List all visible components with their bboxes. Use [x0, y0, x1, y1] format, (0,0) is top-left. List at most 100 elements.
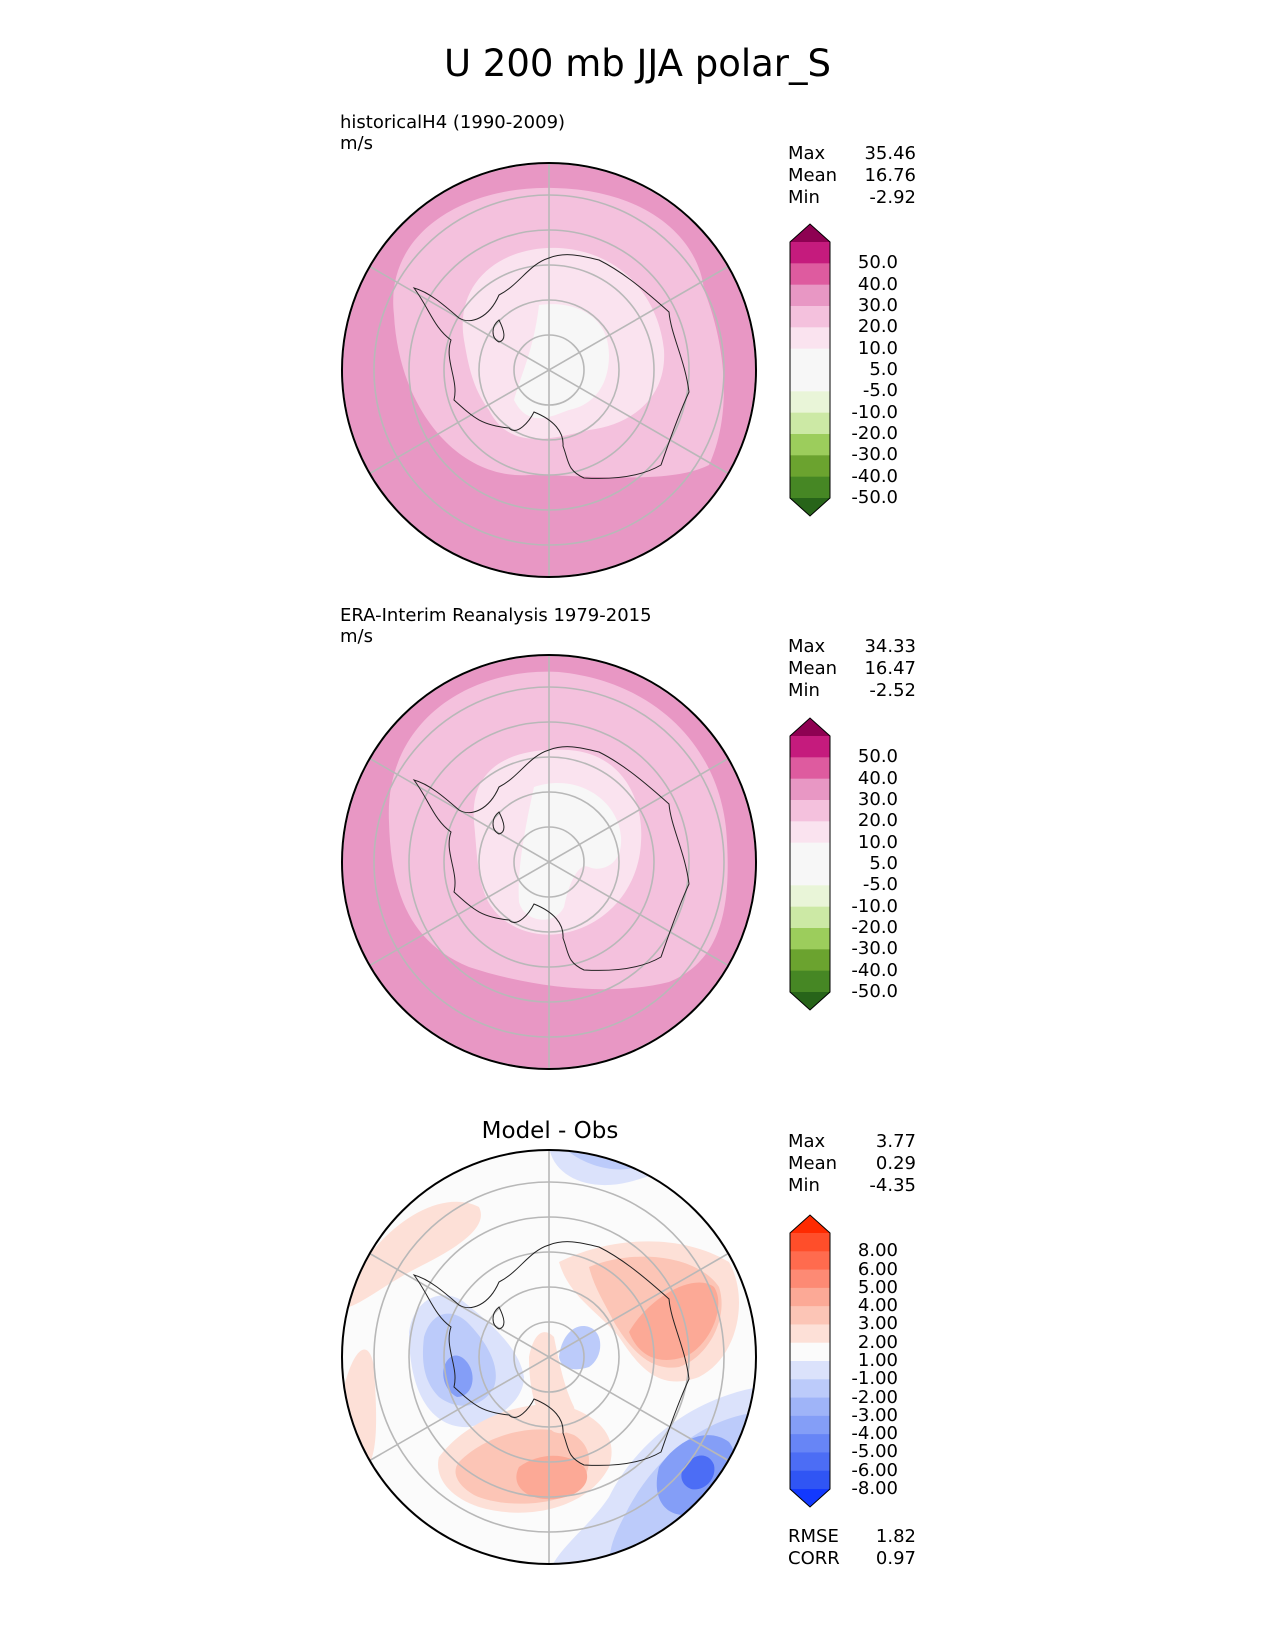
- stat-label: Mean: [788, 1153, 838, 1174]
- colorbar-tick-label: 3.00: [857, 1313, 898, 1335]
- colorbar-outline: [789, 1214, 831, 1508]
- stat-label: Min: [788, 187, 820, 208]
- colorbar-segment: [790, 928, 830, 950]
- obs-polar-map: [341, 654, 757, 1070]
- colorbar-segment: [790, 1379, 830, 1399]
- colorbar-segment: [790, 778, 830, 801]
- contour-fill-pos-1: [529, 1332, 576, 1434]
- antarctica-coastline: [412, 746, 690, 971]
- stat-value: 0.29: [875, 1153, 916, 1174]
- map-boundary: [341, 162, 757, 578]
- colorbar-extend-max: [790, 224, 830, 242]
- colorbar-extend-min: [790, 498, 830, 516]
- colorbar-tick-label: 5.0: [869, 359, 898, 380]
- model-units-label: m/s: [340, 133, 373, 154]
- colorbar-tick-label: 5.00: [857, 1276, 898, 1298]
- stat-label: Min: [788, 1175, 820, 1196]
- colorbar-tick-label: 30.0: [857, 789, 898, 810]
- colorbar-outline: [789, 223, 831, 517]
- obs-colorbar: [789, 717, 831, 1011]
- graticule: [370, 1151, 728, 1563]
- colorbar-tick-label: -50.0: [851, 981, 898, 1002]
- colorbar-segment: [790, 1269, 830, 1289]
- diff-metrics: RMSE 1.82 CORR 0.97: [788, 1526, 916, 1570]
- antarctica-coastline: [412, 254, 690, 479]
- model-dataset-label: historicalH4 (1990-2009): [340, 112, 566, 133]
- colorbar-tick-label: 10.0: [857, 337, 898, 359]
- colorbar-segment: [790, 1361, 830, 1380]
- colorbar-tick-label: -40.0: [851, 465, 898, 487]
- diff-panel-heading: Model - Obs: [481, 1118, 619, 1144]
- contour-fill-neg-6: [681, 1455, 715, 1490]
- colorbar-tick-label: -3.00: [851, 1404, 898, 1426]
- colorbar-tick-label: -10.0: [851, 895, 898, 917]
- colorbar-segment: [790, 864, 830, 886]
- diff-stats: Max 3.77 Mean 0.29 Min -4.35: [788, 1131, 916, 1197]
- contour-fill-neg-4: [443, 1355, 473, 1397]
- contour-fill-near-zero: [514, 304, 609, 419]
- stat-value: -4.35: [869, 1175, 916, 1196]
- colorbar-tick-label: -20.0: [851, 423, 898, 444]
- colorbar-segment: [790, 757, 830, 780]
- colorbar-segment: [790, 800, 830, 822]
- colorbar-tick-label: 2.00: [857, 1331, 898, 1353]
- colorbar-segment: [790, 391, 830, 414]
- colorbar-tick-label: -5.0: [862, 874, 898, 896]
- colorbar-tick-label: -5.0: [862, 380, 898, 402]
- colorbar-extend-max: [790, 1215, 830, 1233]
- contour-fill-pos-1: [349, 1201, 481, 1307]
- stat-label: Mean: [788, 658, 838, 679]
- colorbar-tick-label: -5.00: [851, 1441, 898, 1463]
- colorbar-segment: [790, 1452, 830, 1472]
- graticule: [370, 656, 728, 1068]
- colorbar-segment: [790, 1342, 830, 1362]
- colorbar-segment: [790, 1233, 830, 1252]
- stat-label: Max: [788, 1131, 826, 1152]
- colorbar-segment: [790, 949, 830, 972]
- colorbar-segment: [790, 842, 830, 865]
- colorbar-segment: [790, 327, 830, 350]
- obs-units-label: m/s: [340, 626, 373, 647]
- colorbar-segment: [790, 434, 830, 456]
- model-stats: Max 35.46 Mean 16.76 Min -2.92: [788, 143, 916, 209]
- colorbar-segment: [790, 306, 830, 328]
- metric-value: 0.97: [875, 1548, 916, 1569]
- colorbar-tick-label: 30.0: [857, 295, 898, 316]
- contour-fill-neg-2: [559, 1326, 601, 1370]
- colorbar-segment: [790, 1306, 830, 1325]
- colorbar-segment: [790, 1251, 830, 1271]
- colorbar-segment: [790, 885, 830, 908]
- colorbar-tick-label: -4.00: [851, 1423, 898, 1445]
- colorbar-tick-label: 5.0: [869, 853, 898, 874]
- colorbar-segment: [790, 242, 830, 264]
- colorbar-segment: [790, 1434, 830, 1453]
- stat-value: 16.76: [864, 165, 916, 186]
- colorbar-tick-label: 40.0: [857, 273, 898, 295]
- colorbar-tick-label: -40.0: [851, 959, 898, 981]
- colorbar-segment: [790, 970, 830, 993]
- stat-label: Max: [788, 636, 826, 657]
- stat-label: Mean: [788, 165, 838, 186]
- colorbar-tick-label: 50.0: [857, 746, 898, 768]
- metric-value: 1.82: [875, 1526, 916, 1547]
- colorbar-tick-label: 1.00: [857, 1350, 898, 1371]
- colorbar-segment: [790, 476, 830, 499]
- colorbar-tick-label: 4.00: [857, 1295, 898, 1317]
- colorbar-segment: [790, 1397, 830, 1417]
- stat-value: 34.33: [864, 636, 916, 657]
- map-boundary: [341, 1149, 757, 1565]
- colorbar-tick-label: 6.00: [857, 1258, 898, 1280]
- colorbar-tick-label: 8.00: [857, 1240, 898, 1262]
- metric-label: RMSE: [788, 1526, 839, 1547]
- colorbar-extend-min: [790, 1489, 830, 1507]
- colorbar-extend-min: [790, 992, 830, 1010]
- colorbar-tick-label: -30.0: [851, 938, 898, 960]
- colorbar-segment: [790, 821, 830, 844]
- colorbar-segment: [790, 1470, 830, 1490]
- colorbar-segment: [790, 348, 830, 371]
- contour-fill-near-zero: [518, 783, 622, 920]
- colorbar-segment: [790, 412, 830, 435]
- stat-value: 3.77: [875, 1131, 916, 1152]
- colorbar-segment: [790, 263, 830, 286]
- colorbar-segment: [790, 370, 830, 392]
